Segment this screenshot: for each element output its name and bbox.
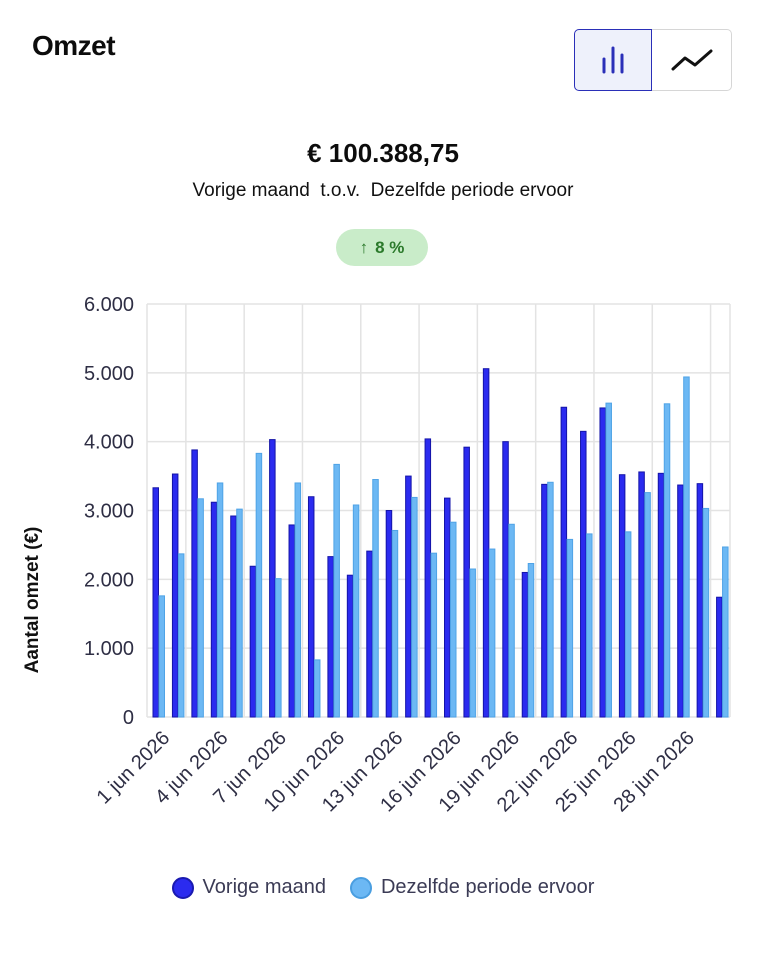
comparison-text: Vorige maand t.o.v. Dezelfde periode erv… bbox=[192, 180, 574, 201]
bar-vorige-maand[interactable] bbox=[444, 497, 451, 718]
chart-type-toggle bbox=[574, 29, 732, 91]
bar-dezelfde-periode[interactable] bbox=[216, 482, 224, 718]
bar-dezelfde-periode[interactable] bbox=[352, 504, 360, 718]
bar-dezelfde-periode[interactable] bbox=[430, 552, 438, 718]
bar-vorige-maand[interactable] bbox=[560, 406, 568, 718]
bar-dezelfde-periode[interactable] bbox=[158, 595, 165, 718]
legend-dot-dezelfde-periode bbox=[349, 876, 372, 899]
bar-dezelfde-periode[interactable] bbox=[255, 452, 263, 718]
bar-dezelfde-periode[interactable] bbox=[488, 548, 496, 718]
bar-vorige-maand[interactable] bbox=[366, 550, 373, 718]
bar-vorige-maand[interactable] bbox=[171, 473, 179, 718]
chart-bars bbox=[152, 368, 729, 718]
legend-label: Dezelfde periode ervoor bbox=[380, 876, 595, 898]
bar-vorige-maand[interactable] bbox=[482, 368, 490, 718]
bar-dezelfde-periode[interactable] bbox=[547, 481, 554, 718]
bar-vorige-maand[interactable] bbox=[191, 449, 198, 718]
bar-dezelfde-periode[interactable] bbox=[236, 508, 243, 718]
bar-vorige-maand[interactable] bbox=[696, 483, 704, 718]
bar-vorige-maand[interactable] bbox=[521, 571, 529, 718]
bar-vorige-maand[interactable] bbox=[716, 596, 723, 718]
bar-vorige-maand[interactable] bbox=[327, 556, 334, 718]
bar-vorige-maand[interactable] bbox=[463, 446, 470, 718]
bar-dezelfde-periode[interactable] bbox=[605, 402, 612, 718]
y-tick-label: 1.000 bbox=[84, 638, 134, 660]
change-badge: ↑ 8 % bbox=[336, 229, 428, 266]
bar-vorige-maand[interactable] bbox=[424, 438, 432, 718]
y-tick-label: 2.000 bbox=[84, 569, 134, 591]
bar-vorige-maand[interactable] bbox=[385, 510, 393, 718]
y-axis-labels: 0 1.000 2.000 3.000 4.000 5.000 6.000 bbox=[84, 294, 134, 729]
y-tick-label: 0 bbox=[123, 707, 134, 729]
bar-dezelfde-periode[interactable] bbox=[586, 533, 593, 718]
bar-vorige-maand[interactable] bbox=[618, 474, 626, 718]
bar-dezelfde-periode[interactable] bbox=[702, 507, 710, 718]
chart-legend: Vorige maand Dezelfde periode ervoor bbox=[0, 876, 766, 899]
bar-view-button[interactable] bbox=[574, 29, 652, 91]
bar-vorige-maand[interactable] bbox=[230, 515, 237, 718]
page-title: Omzet bbox=[32, 30, 116, 61]
bar-dezelfde-periode[interactable] bbox=[566, 538, 574, 718]
bar-vorige-maand[interactable] bbox=[599, 407, 606, 718]
bar-vorige-maand[interactable] bbox=[346, 574, 354, 718]
bar-vorige-maand[interactable] bbox=[405, 475, 412, 718]
y-axis-title: Aantal omzet (€) bbox=[22, 527, 43, 674]
bar-dezelfde-periode[interactable] bbox=[177, 553, 185, 718]
bar-dezelfde-periode[interactable] bbox=[527, 563, 535, 718]
y-tick-label: 4.000 bbox=[84, 432, 134, 454]
y-tick-label: 5.000 bbox=[84, 363, 134, 385]
bar-chart-icon bbox=[602, 46, 624, 74]
revenue-bar-chart: 0 1.000 2.000 3.000 4.000 5.000 6.000 1 jun 20… bbox=[22, 294, 731, 816]
bar-vorige-maand[interactable] bbox=[249, 565, 257, 718]
bar-vorige-maand[interactable] bbox=[677, 484, 684, 718]
legend-dot-vorige-maand bbox=[171, 876, 194, 899]
y-tick-label: 6.000 bbox=[84, 294, 134, 316]
bar-dezelfde-periode[interactable] bbox=[391, 529, 399, 718]
bar-dezelfde-periode[interactable] bbox=[275, 578, 282, 718]
bar-vorige-maand[interactable] bbox=[288, 524, 296, 718]
change-value: 8 % bbox=[375, 237, 405, 257]
bar-dezelfde-periode[interactable] bbox=[313, 659, 321, 718]
bar-dezelfde-periode[interactable] bbox=[411, 496, 418, 718]
line-view-button[interactable] bbox=[652, 29, 732, 91]
bar-dezelfde-periode[interactable] bbox=[508, 523, 515, 718]
legend-item-dezelfde-periode[interactable]: Dezelfde periode ervoor bbox=[349, 876, 595, 899]
bar-dezelfde-periode[interactable] bbox=[644, 492, 651, 718]
bar-dezelfde-periode[interactable] bbox=[333, 463, 340, 718]
bar-dezelfde-periode[interactable] bbox=[294, 482, 302, 718]
bar-dezelfde-periode[interactable] bbox=[197, 498, 204, 718]
bar-vorige-maand[interactable] bbox=[152, 487, 159, 718]
bar-dezelfde-periode[interactable] bbox=[624, 531, 632, 718]
bar-dezelfde-periode[interactable] bbox=[663, 403, 671, 718]
bar-dezelfde-periode[interactable] bbox=[450, 521, 457, 718]
total-revenue: € 100.388,75 bbox=[307, 138, 459, 168]
legend-item-vorige-maand[interactable]: Vorige maand bbox=[171, 876, 326, 899]
arrow-up-icon: ↑ bbox=[359, 237, 369, 257]
line-chart-icon bbox=[671, 49, 712, 71]
bar-dezelfde-periode[interactable] bbox=[722, 546, 729, 718]
legend-label: Vorige maand bbox=[202, 876, 326, 898]
bar-vorige-maand[interactable] bbox=[541, 483, 548, 718]
bar-vorige-maand[interactable] bbox=[269, 439, 276, 718]
bar-vorige-maand[interactable] bbox=[638, 471, 645, 718]
chart-grid bbox=[146, 303, 731, 718]
bar-dezelfde-periode[interactable] bbox=[372, 479, 379, 718]
bar-vorige-maand[interactable] bbox=[307, 496, 315, 718]
bar-vorige-maand[interactable] bbox=[580, 430, 587, 718]
bar-dezelfde-periode[interactable] bbox=[683, 376, 690, 718]
bar-vorige-maand[interactable] bbox=[210, 501, 218, 718]
y-tick-label: 3.000 bbox=[84, 501, 134, 523]
bar-vorige-maand[interactable] bbox=[657, 472, 665, 718]
bar-vorige-maand[interactable] bbox=[502, 441, 509, 718]
bar-dezelfde-periode[interactable] bbox=[469, 568, 476, 718]
